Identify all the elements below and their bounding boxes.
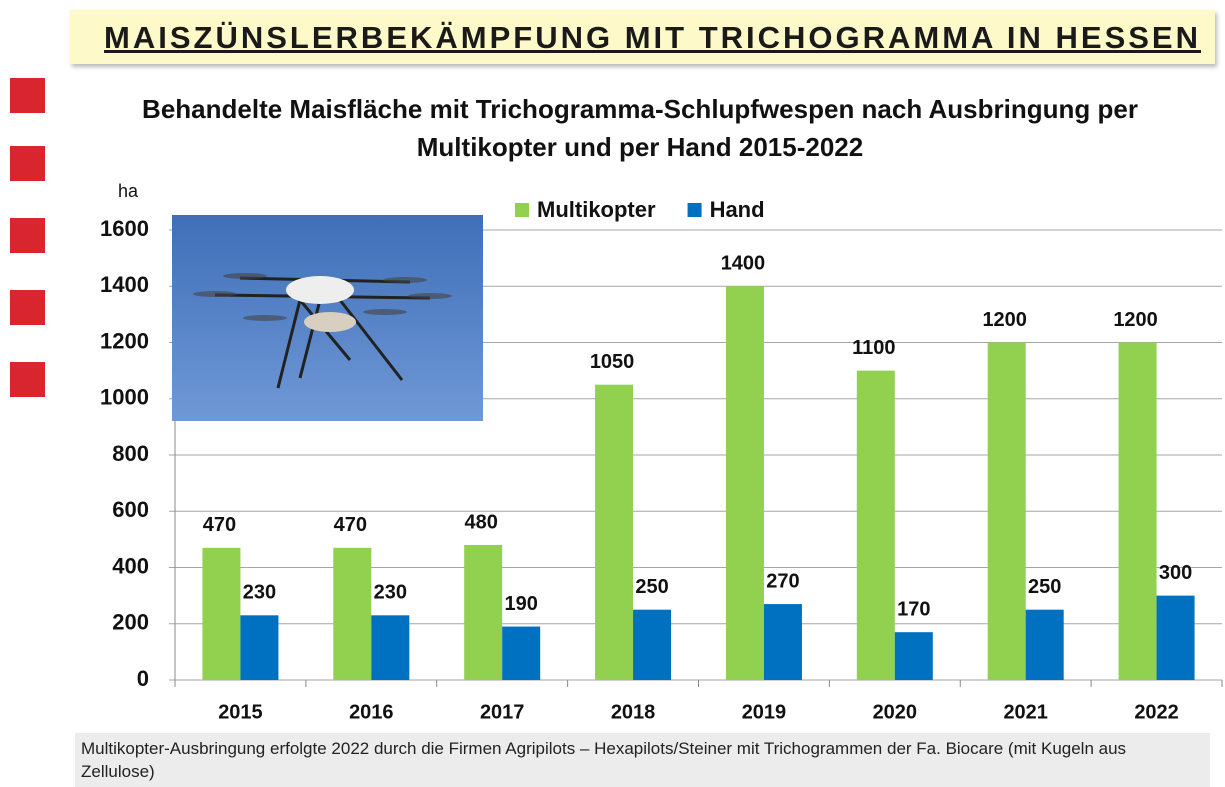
bar <box>987 342 1026 680</box>
chart: ha 0 200 400 600 800 1000 1200 1400 1600 2015 470 2… <box>100 181 1223 723</box>
value-label: 1200 <box>982 309 1027 331</box>
header-title: MAISZÜNSLERBEKÄMPFUNG MIT TRICHOGRAMMA I… <box>104 20 1201 55</box>
photo <box>172 215 483 421</box>
decoration <box>10 290 45 325</box>
legend-label: Hand <box>710 197 765 222</box>
value-label: 1050 <box>590 351 635 373</box>
bar <box>595 384 634 680</box>
decoration <box>10 78 45 113</box>
y-tick-label: 1600 <box>100 216 149 241</box>
x-tick-label: 2019 <box>742 701 787 723</box>
y-tick-label: 800 <box>112 441 149 466</box>
bar <box>633 609 672 680</box>
x-tick-label: 2017 <box>480 701 525 723</box>
decoration <box>10 146 45 181</box>
bar <box>240 615 279 680</box>
bar <box>502 626 541 680</box>
x-tick-label: 2022 <box>1134 701 1179 723</box>
bar <box>763 604 802 680</box>
y-axis-label: ha <box>118 181 139 201</box>
y-tick-label: 400 <box>112 553 149 578</box>
legend-swatch <box>687 203 702 217</box>
header: MAISZÜNSLERBEKÄMPFUNG MIT TRICHOGRAMMA I… <box>70 10 1215 64</box>
value-label: 480 <box>465 511 498 533</box>
legend-swatch <box>515 203 529 217</box>
value-label: 470 <box>203 514 236 536</box>
y-tick-label: 1000 <box>100 385 149 410</box>
decoration <box>10 362 45 397</box>
y-tick-label: 600 <box>112 497 149 522</box>
value-label: 190 <box>505 593 538 615</box>
bar <box>1118 342 1157 680</box>
value-label: 1400 <box>721 253 766 275</box>
bar <box>464 545 503 680</box>
bar <box>371 615 410 680</box>
value-label: 300 <box>1159 562 1192 584</box>
value-label: 170 <box>897 598 930 620</box>
legend-label: Multikopter <box>537 197 656 222</box>
value-label: 1200 <box>1113 309 1158 331</box>
bar <box>1025 609 1064 680</box>
x-tick-label: 2018 <box>611 701 656 723</box>
bar <box>1156 595 1195 680</box>
value-label: 230 <box>374 582 407 604</box>
chart-title: Behandelte Maisfläche mit Trichogramma-S… <box>142 94 1138 162</box>
bar <box>725 286 764 680</box>
value-label: 270 <box>766 570 799 592</box>
bar <box>856 370 895 680</box>
x-tick-label: 2015 <box>218 701 263 723</box>
value-label: 1100 <box>852 337 895 359</box>
y-tick-label: 1200 <box>100 328 149 353</box>
value-label: 230 <box>243 582 276 604</box>
y-tick-label: 200 <box>112 610 149 635</box>
value-label: 470 <box>334 514 367 536</box>
x-tick-label: 2021 <box>1003 701 1048 723</box>
bar <box>894 632 933 680</box>
value-label: 250 <box>1028 576 1061 598</box>
x-tick-label: 2020 <box>873 701 918 723</box>
y-tick-label: 1400 <box>100 272 149 297</box>
decoration <box>10 218 45 253</box>
bar <box>333 547 372 680</box>
x-tick-label: 2016 <box>349 701 394 723</box>
value-label: 250 <box>635 576 668 598</box>
footnote: Multikopter-Ausbringung erfolgte 2022 du… <box>75 733 1210 787</box>
y-tick-label: 0 <box>137 666 149 691</box>
bar <box>202 547 241 680</box>
